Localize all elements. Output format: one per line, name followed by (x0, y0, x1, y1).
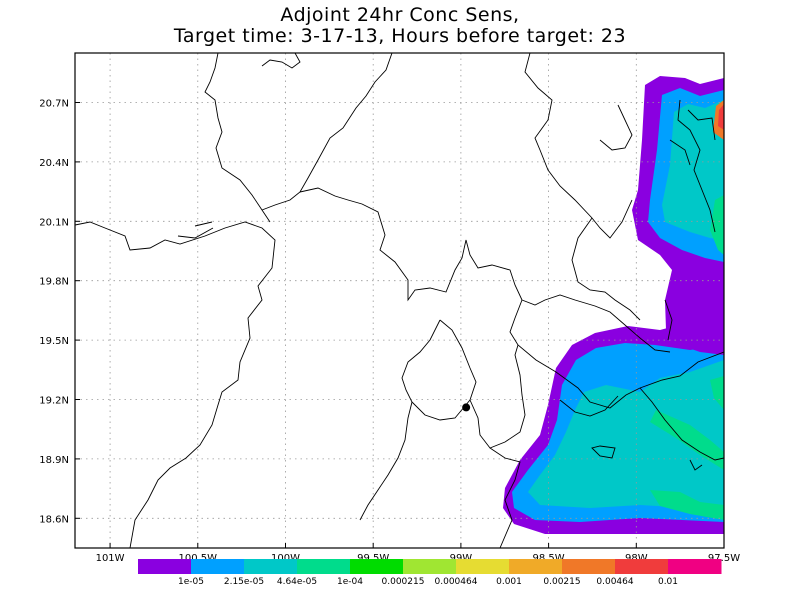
boundary-line (439, 319, 526, 449)
contour-teal-south (528, 360, 724, 510)
boundary-line (524, 53, 633, 239)
colorbar-label: 0.000464 (435, 577, 478, 587)
contour-teal-north (662, 100, 724, 240)
colorbar-swatch (138, 559, 192, 574)
boundary-line (591, 445, 616, 459)
lon-tick-label: 100.5W (179, 553, 218, 564)
colorbar-swatch (297, 559, 351, 574)
boundary-line (571, 217, 641, 321)
colorbar-label: 1e-04 (337, 577, 363, 587)
colorbar-label: 2.15e-05 (224, 577, 264, 587)
state-boundaries (75, 53, 724, 548)
lat-tick-label: 18.6N (39, 514, 69, 525)
colorbar-label: 0.00464 (596, 577, 633, 587)
boundary-line (664, 99, 716, 341)
boundary-line (261, 53, 393, 211)
colorbar-swatch (562, 559, 616, 574)
colorbar-swatch (456, 559, 510, 574)
boundary-line (669, 109, 716, 166)
plot-frame (74, 52, 725, 549)
contour-green-south-3 (710, 376, 724, 410)
lon-tick-label: 101W (96, 553, 125, 564)
colorbar-label: 0.001 (496, 577, 522, 587)
plot-title-line1: Adjoint 24hr Conc Sens, (280, 4, 520, 26)
colorbar-label: 0.000215 (382, 577, 425, 587)
longitude-axis-labels: 101W 100.5W 100W 99.5W 99W 98.5W 98W 97.5W (96, 543, 740, 564)
colorbar-swatch (403, 559, 457, 574)
colorbar-label: 0.00215 (543, 577, 580, 587)
boundary-line (204, 53, 271, 223)
lat-tick-label: 20.1N (39, 217, 69, 228)
colorbar-label: 0.01 (658, 577, 678, 587)
boundary-line (599, 104, 633, 151)
lat-tick-label: 19.5N (39, 336, 69, 347)
lat-tick-label: 18.9N (39, 455, 69, 466)
latitude-axis-labels: 20.7N 20.4N 20.1N 19.8N 19.5N 19.2N 18.9N 18.6N (39, 99, 80, 525)
colorbar: 1e-05 2.15e-05 4.64e-05 1e-04 0.000215 0.0004… (138, 559, 722, 587)
lon-tick-label: 99.5W (357, 553, 389, 564)
lat-tick-label: 19.2N (39, 396, 69, 407)
contour-green-north (710, 195, 724, 255)
lon-tick-label: 98.5W (533, 553, 565, 564)
contour-red-north (718, 104, 724, 130)
boundary-line (299, 187, 523, 302)
boundary-line (177, 221, 214, 239)
colorbar-label: 1e-05 (178, 577, 204, 587)
colorbar-swatch (191, 559, 245, 574)
boundary-line (359, 319, 441, 521)
lat-tick-label: 20.7N (39, 99, 69, 110)
lat-lon-grid (75, 53, 724, 548)
boundary-line (411, 399, 471, 421)
lon-tick-label: 99W (450, 553, 473, 564)
plot-title-line2: Target time: 3-17-13, Hours before targe… (173, 25, 627, 47)
lat-tick-label: 20.4N (39, 158, 69, 169)
sensitivity-field (503, 76, 724, 534)
colorbar-swatch (350, 559, 404, 574)
lat-tick-label: 19.8N (39, 277, 69, 288)
boundary-line (509, 299, 724, 409)
colorbar-swatch (615, 559, 669, 574)
lon-tick-label: 100W (271, 553, 300, 564)
colorbar-swatch (668, 559, 722, 574)
contour-green-south-2 (650, 490, 724, 520)
boundary-line (521, 294, 671, 353)
boundary-line (489, 447, 521, 548)
boundary-line (75, 221, 276, 548)
lon-tick-label: 97.5W (708, 553, 740, 564)
boundary-line (559, 395, 619, 417)
lon-tick-label: 98W (625, 553, 648, 564)
colorbar-swatch (244, 559, 298, 574)
boundary-line (261, 53, 301, 69)
target-marker (462, 403, 471, 412)
colorbar-swatch (509, 559, 563, 574)
boundary-line (639, 387, 724, 461)
colorbar-label: 4.64e-05 (277, 577, 317, 587)
boundary-line (689, 459, 703, 471)
